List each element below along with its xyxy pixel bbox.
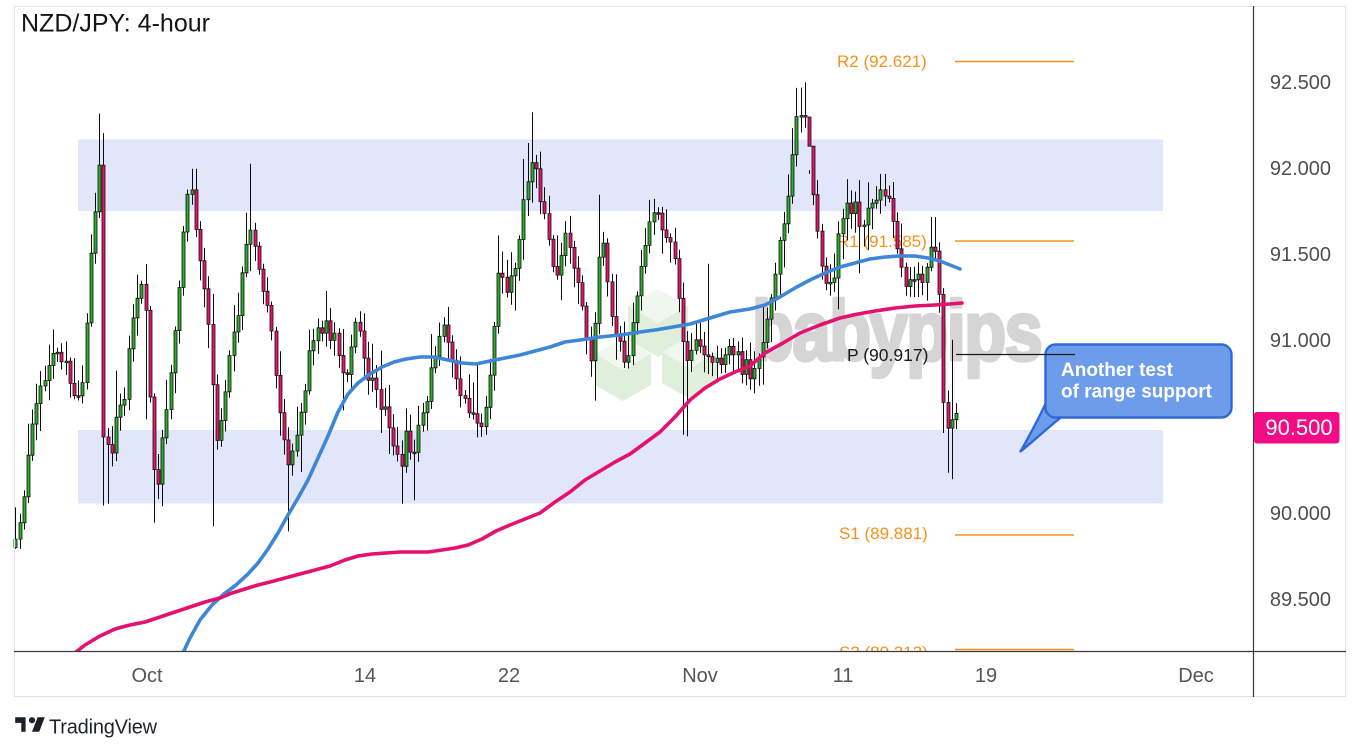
svg-text:Dec: Dec (1178, 665, 1214, 687)
svg-text:S1 (89.881): S1 (89.881) (839, 524, 928, 543)
svg-text:Nov: Nov (682, 665, 718, 687)
svg-text:19: 19 (975, 665, 997, 687)
svg-text:90.500: 90.500 (1265, 415, 1332, 440)
svg-text:R2 (92.621): R2 (92.621) (837, 52, 927, 71)
svg-text:89.500: 89.500 (1270, 589, 1331, 611)
svg-text:P (90.917): P (90.917) (847, 345, 928, 365)
svg-text:91.000: 91.000 (1270, 330, 1331, 352)
svg-text:92.000: 92.000 (1270, 158, 1331, 180)
svg-text:Another test: Another test (1061, 360, 1174, 381)
svg-text:TradingView: TradingView (49, 717, 158, 739)
svg-text:22: 22 (498, 665, 520, 687)
svg-text:R1 (91.585): R1 (91.585) (837, 232, 927, 251)
svg-text:14: 14 (354, 665, 376, 687)
svg-text:11: 11 (833, 665, 854, 687)
svg-text:90.000: 90.000 (1270, 503, 1331, 525)
svg-text:of range support: of range support (1061, 382, 1213, 403)
svg-text:92.500: 92.500 (1270, 72, 1331, 94)
svg-text:Oct: Oct (131, 665, 163, 687)
svg-text:NZD/JPY: 4-hour: NZD/JPY: 4-hour (21, 10, 210, 38)
svg-text:91.500: 91.500 (1270, 244, 1331, 266)
